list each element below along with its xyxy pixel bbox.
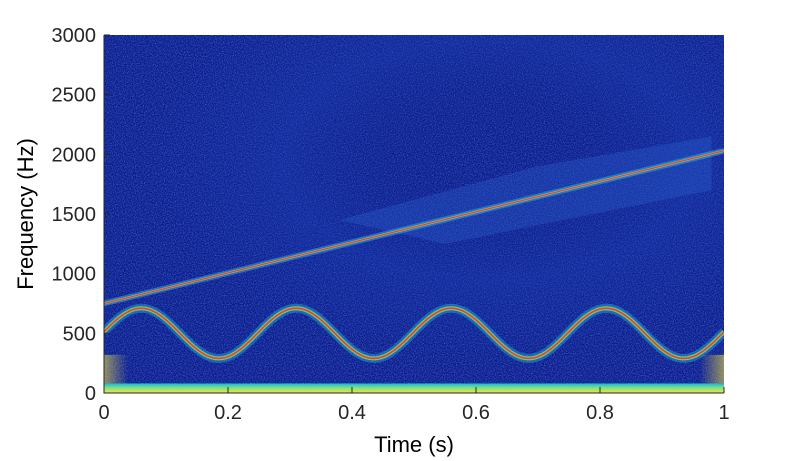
- low-band-edge-right: [700, 354, 724, 384]
- y-tick-label: 2000: [52, 144, 97, 166]
- chirp-spread: [339, 136, 712, 244]
- x-tick-label: 0.8: [586, 402, 614, 424]
- sinusoidal-component: [104, 307, 724, 360]
- y-tick-label: 2500: [52, 85, 97, 107]
- x-tick-label: 1: [718, 402, 729, 424]
- x-axis-label: Time (s): [374, 432, 454, 457]
- x-tick-label: 0.2: [214, 402, 242, 424]
- plot-area: [104, 35, 724, 393]
- x-tick-label: 0: [98, 402, 109, 424]
- axes: 0 0.2 0.4 0.6 0.8 1 050010001500200025003000 …: [13, 25, 730, 457]
- low-frequency-band: [104, 383, 724, 393]
- y-tick-label: 1000: [52, 264, 97, 286]
- y-axis-label: Frequency (Hz): [13, 138, 38, 290]
- low-band-edge-left: [104, 354, 128, 384]
- x-tick-label: 0.4: [338, 402, 366, 424]
- chirp-component: [104, 150, 724, 305]
- x-tick-label: 0.6: [462, 402, 490, 424]
- y-tick-label: 500: [63, 323, 96, 345]
- y-tick-label: 1500: [52, 204, 97, 226]
- y-tick-label: 0: [85, 383, 96, 405]
- y-tick-label: 3000: [52, 25, 97, 47]
